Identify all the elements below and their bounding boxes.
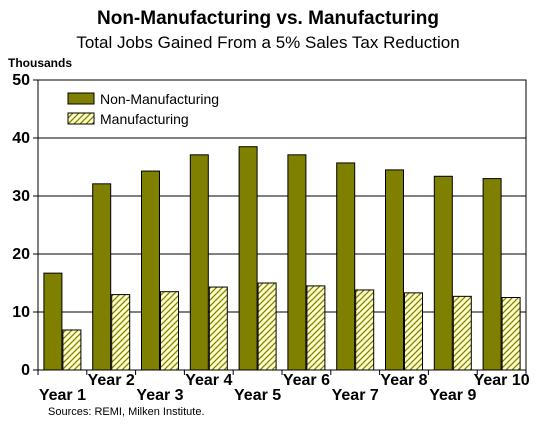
x-tick-label: Year 5 <box>234 387 281 404</box>
bar-manufacturing <box>306 285 326 371</box>
bar-non-manufacturing <box>238 146 258 371</box>
source-note: Sources: REMI, Milken Institute. <box>48 406 205 418</box>
y-tick-label: 40 <box>12 130 30 147</box>
bar-non-manufacturing <box>287 154 307 371</box>
x-tick-label: Year 9 <box>429 387 476 404</box>
y-tick-label: 0 <box>21 362 30 379</box>
x-tick-label: Year 10 <box>474 372 530 389</box>
bar-non-manufacturing <box>92 183 112 371</box>
y-tick-label: 10 <box>12 304 30 321</box>
legend: Non-Manufacturing Manufacturing <box>67 91 219 127</box>
legend-swatch <box>67 92 95 105</box>
bar-manufacturing <box>62 329 82 371</box>
x-tick-label: Year 1 <box>39 387 86 404</box>
x-tick-label: Year 6 <box>283 372 330 389</box>
x-tick-label: Year 7 <box>332 387 379 404</box>
y-tick-label: 50 <box>12 72 30 89</box>
chart-subtitle: Total Jobs Gained From a 5% Sales Tax Re… <box>76 33 460 52</box>
bar-manufacturing <box>257 282 277 371</box>
bar-manufacturing <box>160 291 179 371</box>
x-tick-label: Year 2 <box>88 372 135 389</box>
bar-manufacturing <box>208 286 228 371</box>
bar-non-manufacturing <box>336 162 356 371</box>
legend-label: Non-Manufacturing <box>100 91 219 107</box>
bar-manufacturing <box>452 295 472 371</box>
y-axis-label: Thousands <box>8 56 73 70</box>
bar-non-manufacturing <box>482 178 502 371</box>
y-tick-label: 30 <box>12 188 30 205</box>
bar-manufacturing <box>111 294 131 371</box>
bars <box>43 146 521 371</box>
bar-non-manufacturing <box>43 272 63 371</box>
bar-non-manufacturing <box>141 170 160 371</box>
bar-non-manufacturing <box>385 169 404 371</box>
x-tick-label: Year 3 <box>136 387 183 404</box>
legend-swatch <box>67 112 95 125</box>
chart-title: Non-Manufacturing vs. Manufacturing <box>97 8 439 29</box>
bar-non-manufacturing <box>189 154 209 371</box>
bar-manufacturing <box>404 292 423 371</box>
legend-label: Manufacturing <box>100 111 189 127</box>
x-tick-label: Year 8 <box>380 372 427 389</box>
bar-non-manufacturing <box>433 175 453 371</box>
bar-manufacturing <box>355 289 375 371</box>
y-tick-label: 20 <box>12 246 30 263</box>
x-tick-label: Year 4 <box>185 372 232 389</box>
bar-manufacturing <box>501 297 521 371</box>
